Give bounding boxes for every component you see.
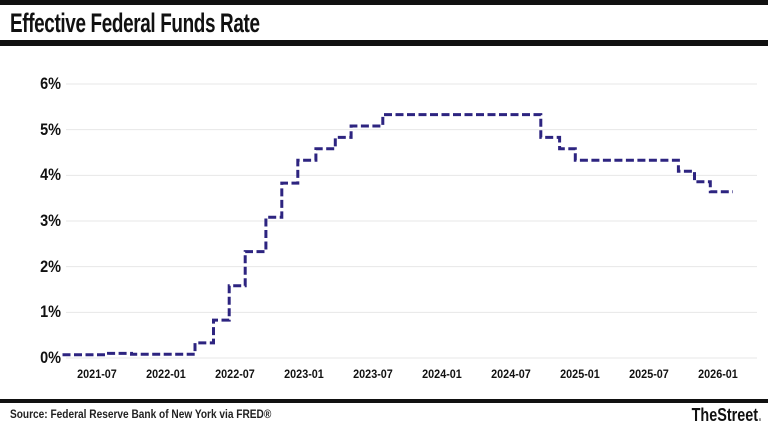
footer-divider-bar xyxy=(0,399,768,403)
brand-logo-dot: . xyxy=(757,405,762,425)
x-axis-tick-label: 2026-01 xyxy=(698,367,738,381)
y-axis-tick-label: 2% xyxy=(40,256,61,276)
x-axis-tick-label: 2022-01 xyxy=(146,367,186,381)
y-axis-tick-label: 6% xyxy=(40,73,61,93)
x-axis-tick-label: 2025-01 xyxy=(560,367,600,381)
x-axis-tick-label: 2024-07 xyxy=(491,367,531,381)
y-axis-tick-label: 0% xyxy=(40,348,61,367)
effr-step-line xyxy=(62,113,733,357)
x-axis-tick-label: 2025-07 xyxy=(629,367,669,381)
top-accent-bar xyxy=(0,0,768,5)
x-axis-tick-label: 2023-01 xyxy=(284,367,324,381)
gridlines xyxy=(66,83,757,359)
brand-logo-text: TheStreet xyxy=(691,405,758,425)
title-divider-bar xyxy=(0,40,768,46)
x-axis-tick-label: 2021-07 xyxy=(77,367,117,381)
x-axis-tick-label: 2023-07 xyxy=(353,367,393,381)
x-axis-tick-label: 2022-07 xyxy=(215,367,255,381)
y-axis-tick-label: 5% xyxy=(40,119,61,139)
x-axis-tick-label: 2024-01 xyxy=(422,367,462,381)
y-axis-tick-label: 3% xyxy=(40,210,61,230)
y-axis-tick-label: 4% xyxy=(40,165,61,185)
page-title: Effective Federal Funds Rate xyxy=(10,8,260,38)
brand-logo: TheStreet. xyxy=(692,405,762,426)
source-attribution: Source: Federal Reserve Bank of New York… xyxy=(10,409,272,421)
y-axis-tick-label: 1% xyxy=(40,302,61,322)
